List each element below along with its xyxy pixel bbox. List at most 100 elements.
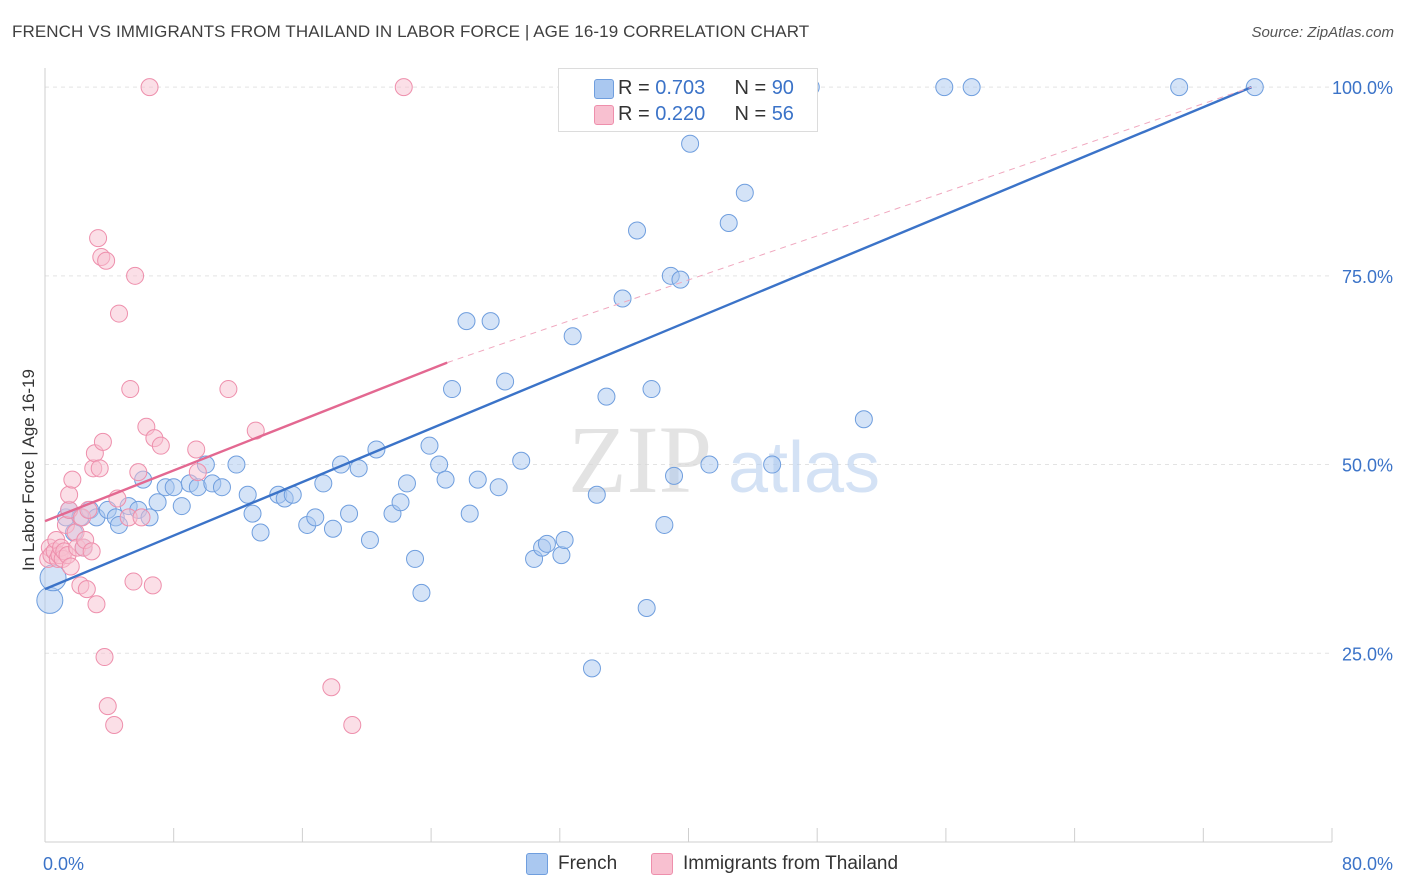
y-tick-label: 25.0% (1342, 644, 1393, 664)
french-point (489, 478, 508, 497)
y-tick-label: 75.0% (1342, 267, 1393, 287)
french-point (613, 289, 632, 308)
french-point (314, 474, 333, 493)
french-point (164, 478, 183, 497)
thailand-point (90, 459, 109, 478)
thailand-point (121, 380, 140, 399)
legend-swatch-french (594, 79, 614, 99)
points-layer (36, 78, 1264, 734)
thailand-point (140, 78, 159, 97)
legend-thailand-n: 56 (771, 103, 794, 125)
stats-legend: R = 0.703 N = 90 R = 0.220 N = 56 (558, 68, 818, 132)
french-point (719, 213, 738, 232)
legend-french-r: 0.703 (655, 77, 706, 99)
french-point (671, 270, 690, 289)
french-point (397, 474, 416, 493)
french-point (349, 459, 368, 478)
thailand-point (93, 432, 112, 451)
thailand-point (394, 78, 413, 97)
legend-swatch-thailand (651, 853, 673, 875)
french-point (243, 504, 262, 523)
y-tick-label: 100.0% (1332, 78, 1393, 98)
legend-item-french[interactable]: French (526, 853, 618, 875)
thailand-point (110, 304, 129, 323)
thailand-point (126, 266, 145, 285)
french-point (735, 183, 754, 202)
thailand-point (219, 380, 238, 399)
legend-french-n: 90 (771, 77, 794, 99)
thailand-point (60, 485, 79, 504)
french-point (340, 504, 359, 523)
french-point (555, 531, 574, 550)
french-point (172, 497, 191, 516)
french-point (412, 583, 431, 602)
french-point (212, 478, 231, 497)
french-point (496, 372, 515, 391)
legend-n-label: N = (734, 103, 767, 125)
chart-title: FRENCH VS IMMIGRANTS FROM THAILAND IN LA… (12, 22, 810, 41)
french-point (1170, 78, 1189, 97)
y-tick-label: 50.0% (1342, 456, 1393, 476)
french-point (665, 466, 684, 485)
french-point (391, 493, 410, 512)
french-point (238, 485, 257, 504)
french-point (436, 470, 455, 489)
french-point (637, 598, 656, 617)
trend-layer (44, 85, 1253, 591)
french-point (763, 455, 782, 474)
french-point (430, 455, 449, 474)
french-point (360, 531, 379, 550)
thailand-point (322, 678, 341, 697)
thailand-point (89, 229, 108, 248)
grid-layer (45, 86, 1332, 654)
y-axis-label: In Labor Force | Age 16-19 (19, 369, 38, 571)
thailand-point (151, 436, 170, 455)
french-point (537, 534, 556, 553)
french-point (148, 493, 167, 512)
french-point (655, 515, 674, 534)
french-point (563, 327, 582, 346)
legend-item-thailand[interactable]: Immigrants from Thailand (651, 853, 898, 875)
french-point (628, 221, 647, 240)
thailand-point (187, 440, 206, 459)
x-tick-label-max: 80.0% (1342, 854, 1393, 874)
legend-r-label: R = (618, 77, 650, 99)
french-point (460, 504, 479, 523)
thailand-point (95, 648, 114, 667)
thailand-point (188, 463, 207, 482)
axis-layer: 25.0% 50.0% 75.0% 100.0% 0.0% 80.0% (43, 68, 1393, 874)
thailand-point (124, 572, 143, 591)
french-point (36, 586, 64, 614)
watermark-atlas: atlas (728, 428, 880, 508)
source-label: Source: ZipAtlas.com (1251, 24, 1394, 41)
thailand-point (97, 251, 116, 270)
x-tick-label-min: 0.0% (43, 854, 84, 874)
legend-row-thailand: R = 0.220 N = 56 (594, 103, 794, 126)
french-point (587, 485, 606, 504)
french-point (1245, 78, 1264, 97)
french-point (306, 508, 325, 527)
legend-n-label: N = (734, 77, 767, 99)
french-point (468, 470, 487, 489)
french-point (552, 546, 571, 565)
french-point (457, 312, 476, 331)
french-point (512, 451, 531, 470)
legend-label-french: French (558, 853, 618, 874)
legend-swatch-french (526, 853, 548, 875)
french-point (597, 387, 616, 406)
french-point (323, 519, 342, 538)
thailand-point (105, 715, 124, 734)
thailand-trendline (44, 361, 448, 523)
thailand-point (343, 715, 362, 734)
french-point (406, 549, 425, 568)
french-point (681, 134, 700, 153)
thailand-point (82, 542, 101, 561)
french-point (854, 410, 873, 429)
french-point (227, 455, 246, 474)
thailand-point (61, 557, 80, 576)
thailand-point (77, 580, 96, 599)
french-point (700, 455, 719, 474)
french-point (420, 436, 439, 455)
french-point (935, 78, 954, 97)
legend-r-label: R = (618, 103, 650, 125)
